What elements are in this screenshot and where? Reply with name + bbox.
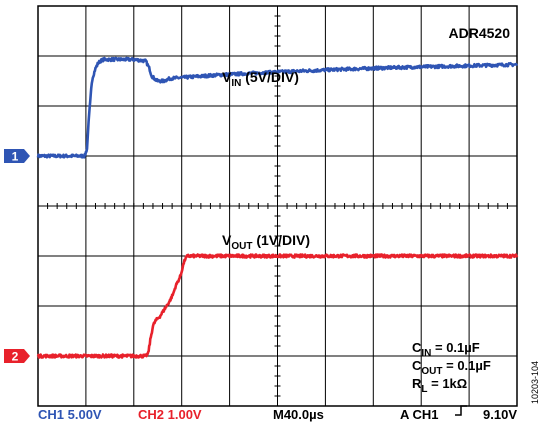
- annotation-rl: RL = 1kΩ: [412, 376, 467, 395]
- rising-edge-icon: [455, 405, 467, 416]
- footer-trigger-source: A CH1: [400, 407, 439, 422]
- scope-traces: [36, 56, 519, 359]
- channel-marker-label-1: 1: [12, 150, 19, 164]
- footer-timebase: M40.0µs: [273, 407, 324, 422]
- trace-ch1: [36, 56, 519, 159]
- footer-ch2-scale: CH2 1.00V: [138, 407, 202, 422]
- trace-ch2: [36, 253, 519, 359]
- channel-marker-1: [4, 149, 30, 163]
- channel-marker-label-2: 2: [12, 350, 19, 364]
- figure-id: 10203-104: [530, 361, 540, 404]
- footer-ch1-scale: CH1 5.00V: [38, 407, 102, 422]
- channel-markers: 12: [4, 149, 30, 364]
- device-label: ADR4520: [449, 25, 511, 41]
- annotation-cout: COUT = 0.1µF: [412, 358, 491, 377]
- series-label-vout: VOUT (1V/DIV): [222, 232, 310, 252]
- series-label-vin: VIN (5V/DIV): [222, 69, 299, 89]
- footer-trigger-level: 9.10V: [483, 407, 517, 422]
- annotation-cin: CIN = 0.1µF: [412, 340, 480, 359]
- component-annotations: CIN = 0.1µF COUT = 0.1µF RL = 1kΩ: [412, 340, 491, 395]
- grid-border: [37, 5, 518, 407]
- scope-footer: CH1 5.00V CH2 1.00V M40.0µs A CH1 9.10V: [38, 405, 517, 422]
- channel-marker-2: [4, 349, 30, 363]
